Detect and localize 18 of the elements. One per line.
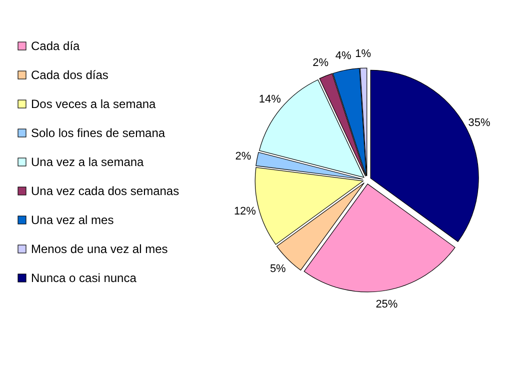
data-label: 4% — [335, 50, 352, 62]
data-label: 14% — [258, 94, 282, 106]
data-label: 12% — [234, 205, 256, 218]
legend-label: Cada día — [31, 39, 80, 53]
legend-label: Una vez al mes — [31, 213, 114, 227]
legend-label: Una vez a la semana — [31, 155, 144, 169]
legend-label: Solo los fines de semana — [31, 126, 166, 140]
data-label: 35% — [468, 116, 490, 129]
data-label: 2% — [235, 150, 252, 162]
legend-label: Menos de una vez al mes — [31, 242, 168, 256]
data-label: 5% — [270, 263, 286, 276]
legend-label: Nunca o casi nunca — [31, 271, 137, 285]
data-label: 2% — [312, 56, 329, 69]
data-label: 25% — [376, 298, 398, 310]
data-label: 1% — [355, 48, 372, 60]
legend-label: Dos veces a la semana — [31, 97, 156, 111]
legend-label: Una vez cada dos semanas — [31, 184, 180, 198]
legend-label: Cada dos días — [31, 68, 108, 82]
